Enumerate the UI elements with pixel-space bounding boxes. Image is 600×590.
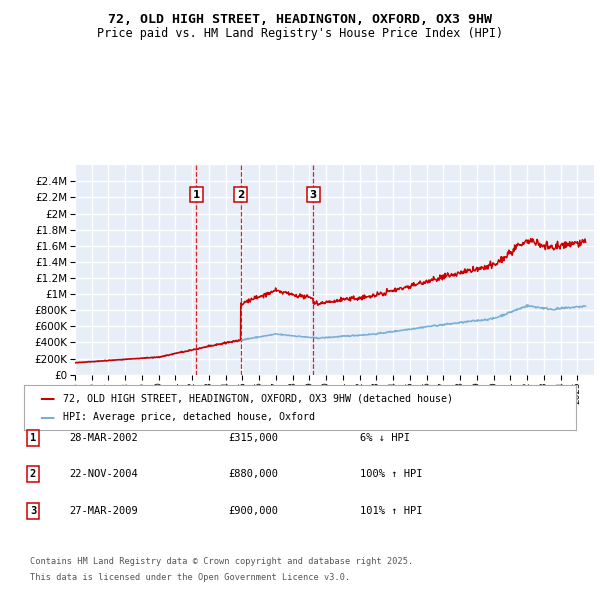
Text: Price paid vs. HM Land Registry's House Price Index (HPI): Price paid vs. HM Land Registry's House … <box>97 27 503 40</box>
Text: 22-NOV-2004: 22-NOV-2004 <box>69 470 138 479</box>
Text: This data is licensed under the Open Government Licence v3.0.: This data is licensed under the Open Gov… <box>30 572 350 582</box>
Text: 3: 3 <box>310 189 317 199</box>
Text: 28-MAR-2002: 28-MAR-2002 <box>69 433 138 442</box>
Text: £315,000: £315,000 <box>228 433 278 442</box>
Text: 2: 2 <box>30 470 36 479</box>
Text: HPI: Average price, detached house, Oxford: HPI: Average price, detached house, Oxfo… <box>63 412 315 422</box>
Text: —: — <box>39 391 55 406</box>
Text: 6% ↓ HPI: 6% ↓ HPI <box>360 433 410 442</box>
Text: 2: 2 <box>237 189 244 199</box>
Text: 3: 3 <box>30 506 36 516</box>
Text: £900,000: £900,000 <box>228 506 278 516</box>
Text: 1: 1 <box>30 433 36 442</box>
Text: 72, OLD HIGH STREET, HEADINGTON, OXFORD, OX3 9HW (detached house): 72, OLD HIGH STREET, HEADINGTON, OXFORD,… <box>63 394 453 404</box>
Text: 1: 1 <box>193 189 200 199</box>
Text: Contains HM Land Registry data © Crown copyright and database right 2025.: Contains HM Land Registry data © Crown c… <box>30 557 413 566</box>
Text: 100% ↑ HPI: 100% ↑ HPI <box>360 470 422 479</box>
Text: £880,000: £880,000 <box>228 470 278 479</box>
Text: 101% ↑ HPI: 101% ↑ HPI <box>360 506 422 516</box>
Text: 72, OLD HIGH STREET, HEADINGTON, OXFORD, OX3 9HW: 72, OLD HIGH STREET, HEADINGTON, OXFORD,… <box>108 13 492 26</box>
Text: —: — <box>39 409 55 425</box>
Text: 27-MAR-2009: 27-MAR-2009 <box>69 506 138 516</box>
